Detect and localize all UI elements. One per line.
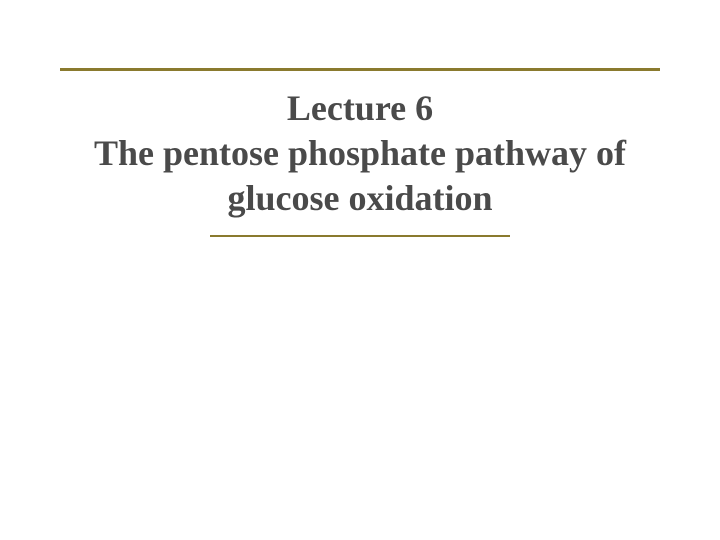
bottom-divider: [210, 235, 510, 237]
title-line-2: The pentose phosphate pathway of: [40, 131, 680, 176]
title-line-3: glucose oxidation: [40, 176, 680, 221]
title-line-1: Lecture 6: [40, 86, 680, 131]
top-divider: [60, 68, 660, 71]
slide: Lecture 6 The pentose phosphate pathway …: [0, 0, 720, 540]
title-block: Lecture 6 The pentose phosphate pathway …: [40, 86, 680, 221]
